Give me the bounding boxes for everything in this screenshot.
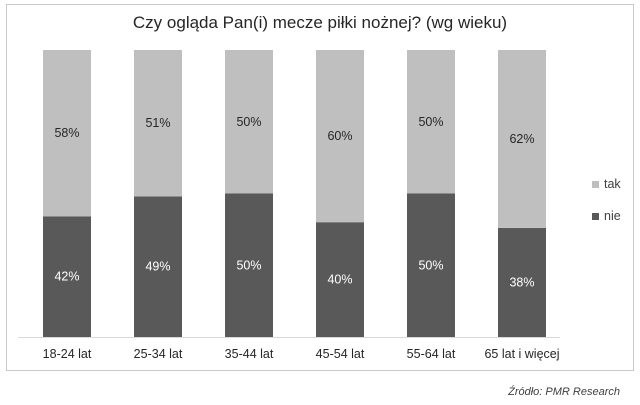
data-label-nie: 49% [145, 260, 170, 274]
data-label-tak: 62% [509, 132, 534, 146]
bars-group: 42% 58% 49% 51% 50% 50% 40% 60% 50% 50% 38% 62% [43, 50, 546, 337]
data-label-nie: 50% [418, 258, 443, 272]
data-label-tak: 51% [145, 116, 170, 130]
bar-segment-nie [43, 216, 91, 337]
data-label-tak: 58% [54, 126, 79, 140]
data-label-tak: 50% [418, 115, 443, 129]
legend-label-nie: nie [604, 209, 621, 223]
x-tick-label: 45-54 lat [316, 347, 365, 361]
bar-segment-tak [43, 50, 91, 217]
legend: tak nie [592, 177, 621, 223]
bar-segment-tak [316, 50, 364, 223]
bar-segment-tak [498, 50, 546, 228]
bar-segment-tak [407, 50, 455, 194]
data-label-nie: 42% [54, 270, 79, 284]
data-label-nie: 40% [327, 273, 352, 287]
x-axis: 18-24 lat 25-34 lat 35-44 lat 45-54 lat 55-6… [18, 337, 560, 361]
x-tick-label: 18-24 lat [43, 347, 92, 361]
bar-segment-nie [134, 196, 182, 337]
bar-segment-tak [225, 50, 273, 194]
source-note: Źródło: PMR Research [508, 386, 620, 398]
legend-swatch-nie [592, 213, 599, 220]
chart-title: Czy ogląda Pan(i) mecze piłki nożnej? (w… [133, 13, 507, 32]
bar-segment-nie [407, 193, 455, 337]
x-tick-label: 65 lat i więcej [484, 347, 559, 361]
legend-swatch-tak [592, 181, 599, 188]
bar-segment-tak [134, 50, 182, 197]
data-label-tak: 50% [236, 115, 261, 129]
x-tick-label: 35-44 lat [225, 347, 274, 361]
legend-label-tak: tak [604, 177, 621, 191]
x-tick-label: 55-64 lat [407, 347, 456, 361]
bar-segment-nie [316, 222, 364, 337]
x-tick-label: 25-34 lat [134, 347, 183, 361]
data-label-tak: 60% [327, 129, 352, 143]
bar-segment-nie [225, 193, 273, 337]
data-label-nie: 50% [236, 258, 261, 272]
data-label-nie: 38% [509, 276, 534, 290]
bar-segment-nie [498, 227, 546, 337]
